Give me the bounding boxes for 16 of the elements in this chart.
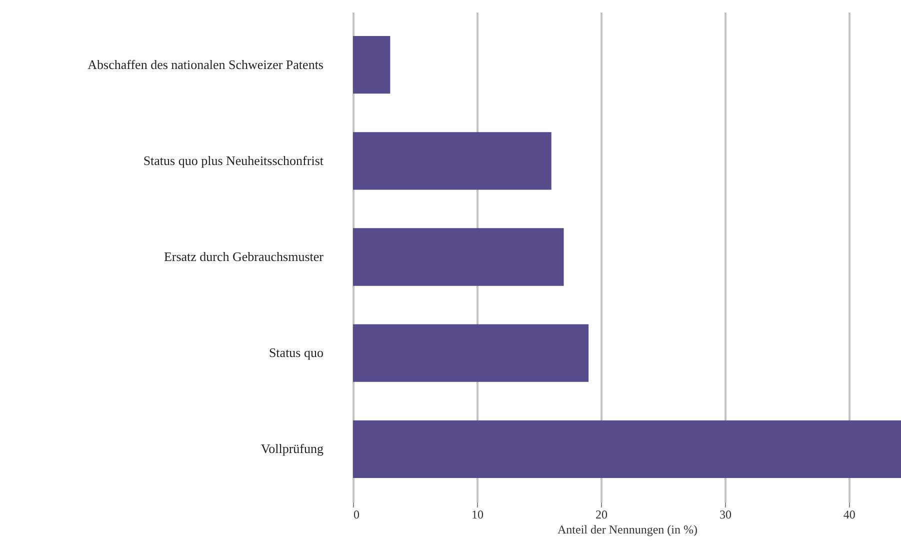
x-tick-label: 0 <box>354 508 360 522</box>
x-tick-label: 40 <box>843 508 856 522</box>
bar <box>353 420 901 478</box>
x-tick-label: 10 <box>471 508 484 522</box>
y-tick-label: Vollprüfung <box>260 441 324 456</box>
bar <box>353 228 564 286</box>
bar <box>353 132 552 190</box>
y-tick-label: Status quo <box>268 345 324 360</box>
y-tick-label: Ersatz durch Gebrauchsmuster <box>164 249 324 264</box>
y-tick-label: Status quo plus Neuheitsschonfrist <box>143 152 324 168</box>
y-tick-label: Abschaffen des nationalen Schweizer Patents <box>88 56 324 72</box>
x-tick-label: 20 <box>595 508 608 522</box>
bar <box>353 36 390 94</box>
x-tick-label: 30 <box>719 508 732 522</box>
x-axis-title: Anteil der Nennungen (in %) <box>558 522 698 536</box>
bar <box>353 324 589 382</box>
